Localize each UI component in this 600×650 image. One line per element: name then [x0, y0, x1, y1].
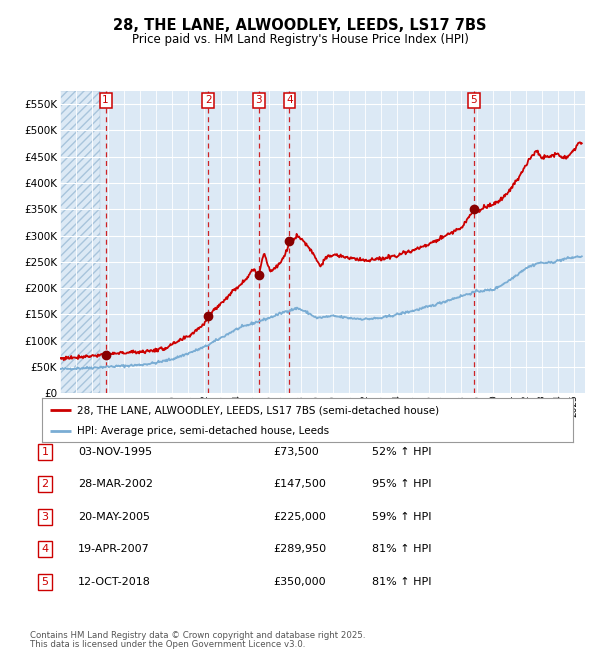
Text: 1: 1 [41, 447, 49, 457]
Text: 1: 1 [102, 96, 109, 105]
Text: 28-MAR-2002: 28-MAR-2002 [78, 479, 153, 489]
Text: £289,950: £289,950 [273, 544, 326, 554]
Text: 4: 4 [286, 96, 293, 105]
Text: 28, THE LANE, ALWOODLEY, LEEDS, LS17 7BS: 28, THE LANE, ALWOODLEY, LEEDS, LS17 7BS [113, 18, 487, 34]
Text: Price paid vs. HM Land Registry's House Price Index (HPI): Price paid vs. HM Land Registry's House … [131, 32, 469, 46]
Text: 20-MAY-2005: 20-MAY-2005 [78, 512, 150, 522]
Text: 95% ↑ HPI: 95% ↑ HPI [372, 479, 431, 489]
Bar [60, 91, 100, 393]
Text: 5: 5 [470, 96, 477, 105]
Text: 2: 2 [41, 479, 49, 489]
Bar [60, 91, 100, 393]
Text: 81% ↑ HPI: 81% ↑ HPI [372, 544, 431, 554]
Text: 52% ↑ HPI: 52% ↑ HPI [372, 447, 431, 457]
Text: £350,000: £350,000 [273, 577, 326, 587]
Text: 5: 5 [41, 577, 49, 587]
Text: 28, THE LANE, ALWOODLEY, LEEDS, LS17 7BS (semi-detached house): 28, THE LANE, ALWOODLEY, LEEDS, LS17 7BS… [77, 405, 439, 415]
Text: £73,500: £73,500 [273, 447, 319, 457]
Text: 3: 3 [256, 96, 262, 105]
Text: 59% ↑ HPI: 59% ↑ HPI [372, 512, 431, 522]
Text: 19-APR-2007: 19-APR-2007 [78, 544, 150, 554]
Text: £147,500: £147,500 [273, 479, 326, 489]
Text: £225,000: £225,000 [273, 512, 326, 522]
Text: 81% ↑ HPI: 81% ↑ HPI [372, 577, 431, 587]
Text: HPI: Average price, semi-detached house, Leeds: HPI: Average price, semi-detached house,… [77, 426, 329, 436]
Text: This data is licensed under the Open Government Licence v3.0.: This data is licensed under the Open Gov… [30, 640, 305, 649]
Text: Contains HM Land Registry data © Crown copyright and database right 2025.: Contains HM Land Registry data © Crown c… [30, 631, 365, 640]
Text: 12-OCT-2018: 12-OCT-2018 [78, 577, 151, 587]
Text: 3: 3 [41, 512, 49, 522]
Text: 4: 4 [41, 544, 49, 554]
Text: 2: 2 [205, 96, 212, 105]
Text: 03-NOV-1995: 03-NOV-1995 [78, 447, 152, 457]
